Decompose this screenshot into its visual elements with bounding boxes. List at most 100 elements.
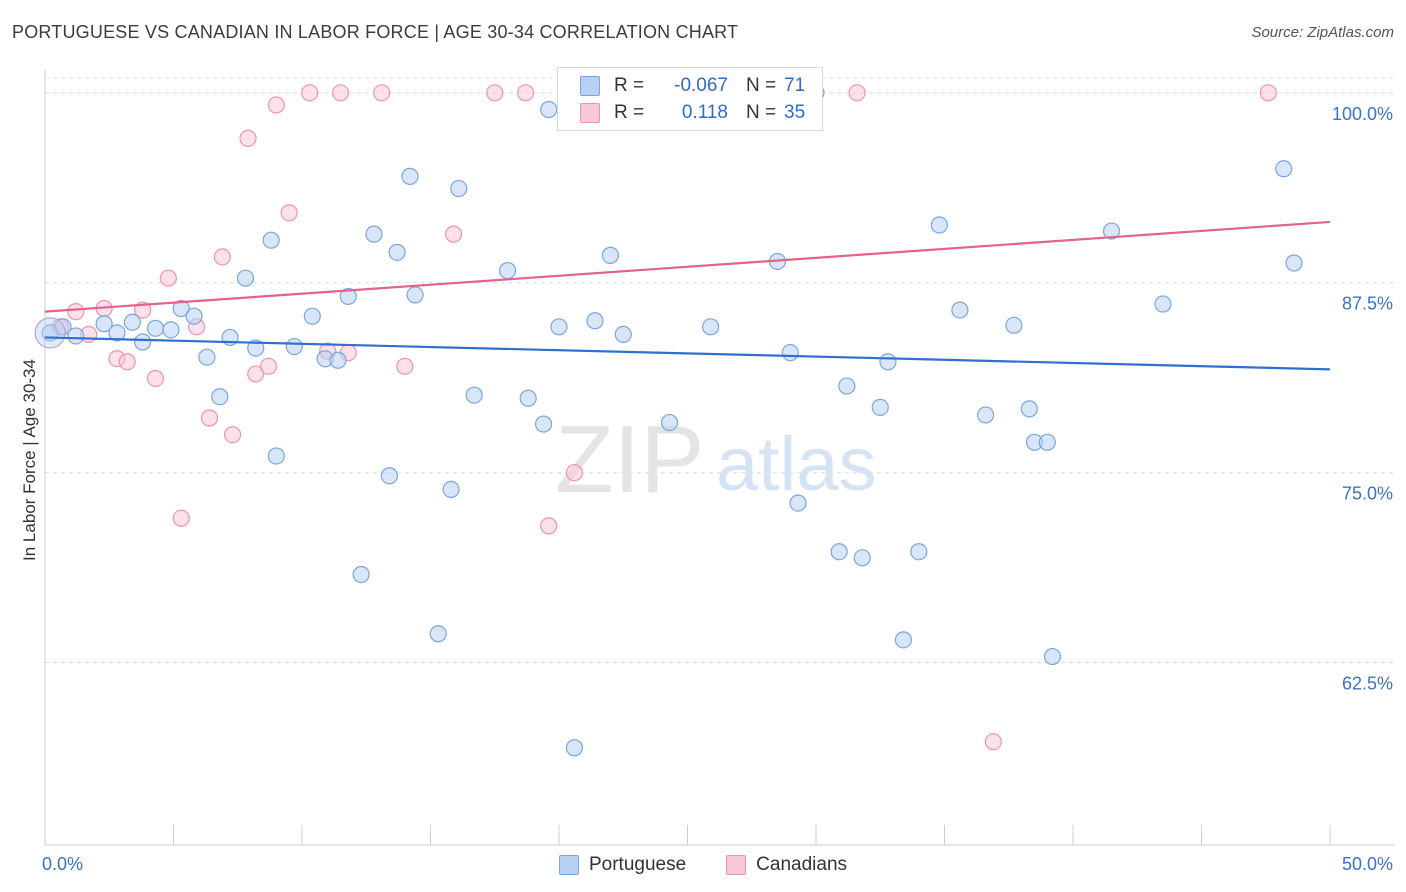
- gridlines: [45, 77, 1395, 664]
- legend-item-portuguese[interactable]: Portuguese: [558, 854, 686, 876]
- portuguese-point: [211, 388, 229, 406]
- canadians-point: [259, 357, 278, 375]
- canadians-point: [1259, 84, 1277, 102]
- portuguese-point: [1154, 295, 1172, 313]
- canadians-point: [984, 733, 1002, 751]
- portuguese-point: [586, 312, 604, 330]
- portuguese-point: [1005, 316, 1023, 334]
- portuguese-point: [499, 261, 517, 280]
- canadians-point: [301, 84, 319, 102]
- r-value: 0.118: [681, 102, 728, 123]
- canadians-swatch: [580, 103, 600, 123]
- portuguese-point: [534, 415, 553, 433]
- n-value: 71: [784, 75, 806, 96]
- n-label: N =: [746, 102, 777, 123]
- canadians-legend-label: Canadians: [756, 854, 848, 875]
- n-label: N =: [746, 75, 777, 96]
- canadians-points: [51, 84, 1277, 751]
- portuguese-point: [285, 337, 303, 356]
- portuguese-point: [601, 246, 620, 264]
- canadians-point: [396, 357, 414, 375]
- portuguese-point: [930, 216, 948, 234]
- n-value: 35: [784, 102, 806, 123]
- r-value: -0.067: [674, 75, 728, 96]
- portuguese-point: [123, 313, 141, 331]
- portuguese-point: [702, 318, 720, 336]
- portuguese-point: [540, 100, 558, 119]
- canadians-point: [159, 269, 177, 287]
- portuguese-point: [172, 299, 190, 318]
- canadians-point: [445, 225, 463, 243]
- canadians-point: [67, 303, 85, 321]
- portuguese-point: [54, 318, 72, 336]
- portuguese-swatch: [580, 76, 600, 96]
- portuguese-point: [1275, 160, 1293, 178]
- portuguese-point: [329, 351, 347, 369]
- portuguese-point: [1020, 400, 1038, 418]
- canadians-point: [200, 409, 219, 427]
- portuguese-point: [951, 301, 969, 319]
- canadians-point: [540, 517, 558, 535]
- watermark-atlas: atlas: [716, 422, 877, 507]
- portuguese-point: [1038, 433, 1056, 451]
- y-axis-label: In Labor Force | Age 30-34: [20, 359, 39, 561]
- legend-row-portuguese: R = -0.067 N = 71: [580, 74, 805, 98]
- portuguese-point: [1043, 647, 1062, 666]
- y-tick-label: 100.0%: [1332, 104, 1393, 124]
- canadians-point: [118, 353, 136, 371]
- portuguese-point: [910, 543, 928, 561]
- portuguese-point: [871, 398, 889, 416]
- stats-legend: R = -0.067 N = 71 R = 0.118 N = 35: [557, 67, 823, 131]
- portuguese-point: [614, 325, 632, 344]
- portuguese-point: [442, 480, 460, 499]
- portuguese-cluster-point: [34, 317, 66, 349]
- canadians-point: [516, 84, 535, 102]
- tick-labels: 100.0% 87.5% 75.0% 62.5% 0.0% 50.0%: [42, 104, 1393, 874]
- portuguese-point: [830, 543, 848, 561]
- portuguese-point: [565, 739, 584, 757]
- portuguese-point: [352, 565, 370, 584]
- portuguese-point: [236, 269, 255, 287]
- portuguese-point: [879, 353, 897, 371]
- canadians-point: [172, 509, 190, 527]
- r-label: R =: [614, 75, 645, 96]
- portuguese-point: [894, 631, 912, 649]
- portuguese-point: [429, 625, 447, 643]
- portuguese-point: [401, 167, 419, 185]
- legend-row-canadians: R = 0.118 N = 35: [580, 101, 805, 125]
- portuguese-point: [95, 315, 113, 333]
- portuguese-point: [838, 377, 856, 395]
- portuguese-point: [262, 231, 280, 249]
- x-tick-label: 0.0%: [42, 854, 83, 874]
- portuguese-point: [339, 287, 357, 306]
- portuguese-point: [108, 324, 126, 342]
- portuguese-point: [550, 318, 568, 336]
- portuguese-legend-swatch: [558, 855, 579, 875]
- portuguese-point: [134, 333, 152, 351]
- portuguese-points: [34, 78, 1303, 757]
- watermark-zip: ZIP: [555, 406, 704, 513]
- portuguese-point: [1285, 254, 1303, 272]
- portuguese-point: [267, 447, 285, 465]
- canadians-legend-swatch: [726, 855, 747, 875]
- y-tick-label: 62.5%: [1342, 674, 1393, 694]
- portuguese-point: [1102, 222, 1121, 240]
- portuguese-point: [162, 321, 180, 339]
- y-tick-label: 87.5%: [1342, 294, 1393, 314]
- canadians-point: [373, 84, 391, 102]
- canadians-point: [331, 84, 350, 102]
- portuguese-point: [519, 389, 537, 407]
- watermark: ZIP atlas: [555, 406, 877, 513]
- y-tick-label: 75.0%: [1342, 484, 1393, 504]
- canadians-point: [146, 369, 165, 388]
- portuguese-point: [146, 319, 165, 337]
- canadians-point: [239, 129, 257, 147]
- portuguese-point: [660, 413, 679, 432]
- axes: [44, 70, 1395, 846]
- chart-title: PORTUGUESE VS CANADIAN IN LABOR FORCE | …: [12, 22, 739, 42]
- canadians-point: [848, 84, 866, 102]
- legend-item-canadians[interactable]: Canadians: [726, 854, 847, 876]
- portuguese-point: [365, 225, 383, 243]
- portuguese-point: [67, 327, 85, 345]
